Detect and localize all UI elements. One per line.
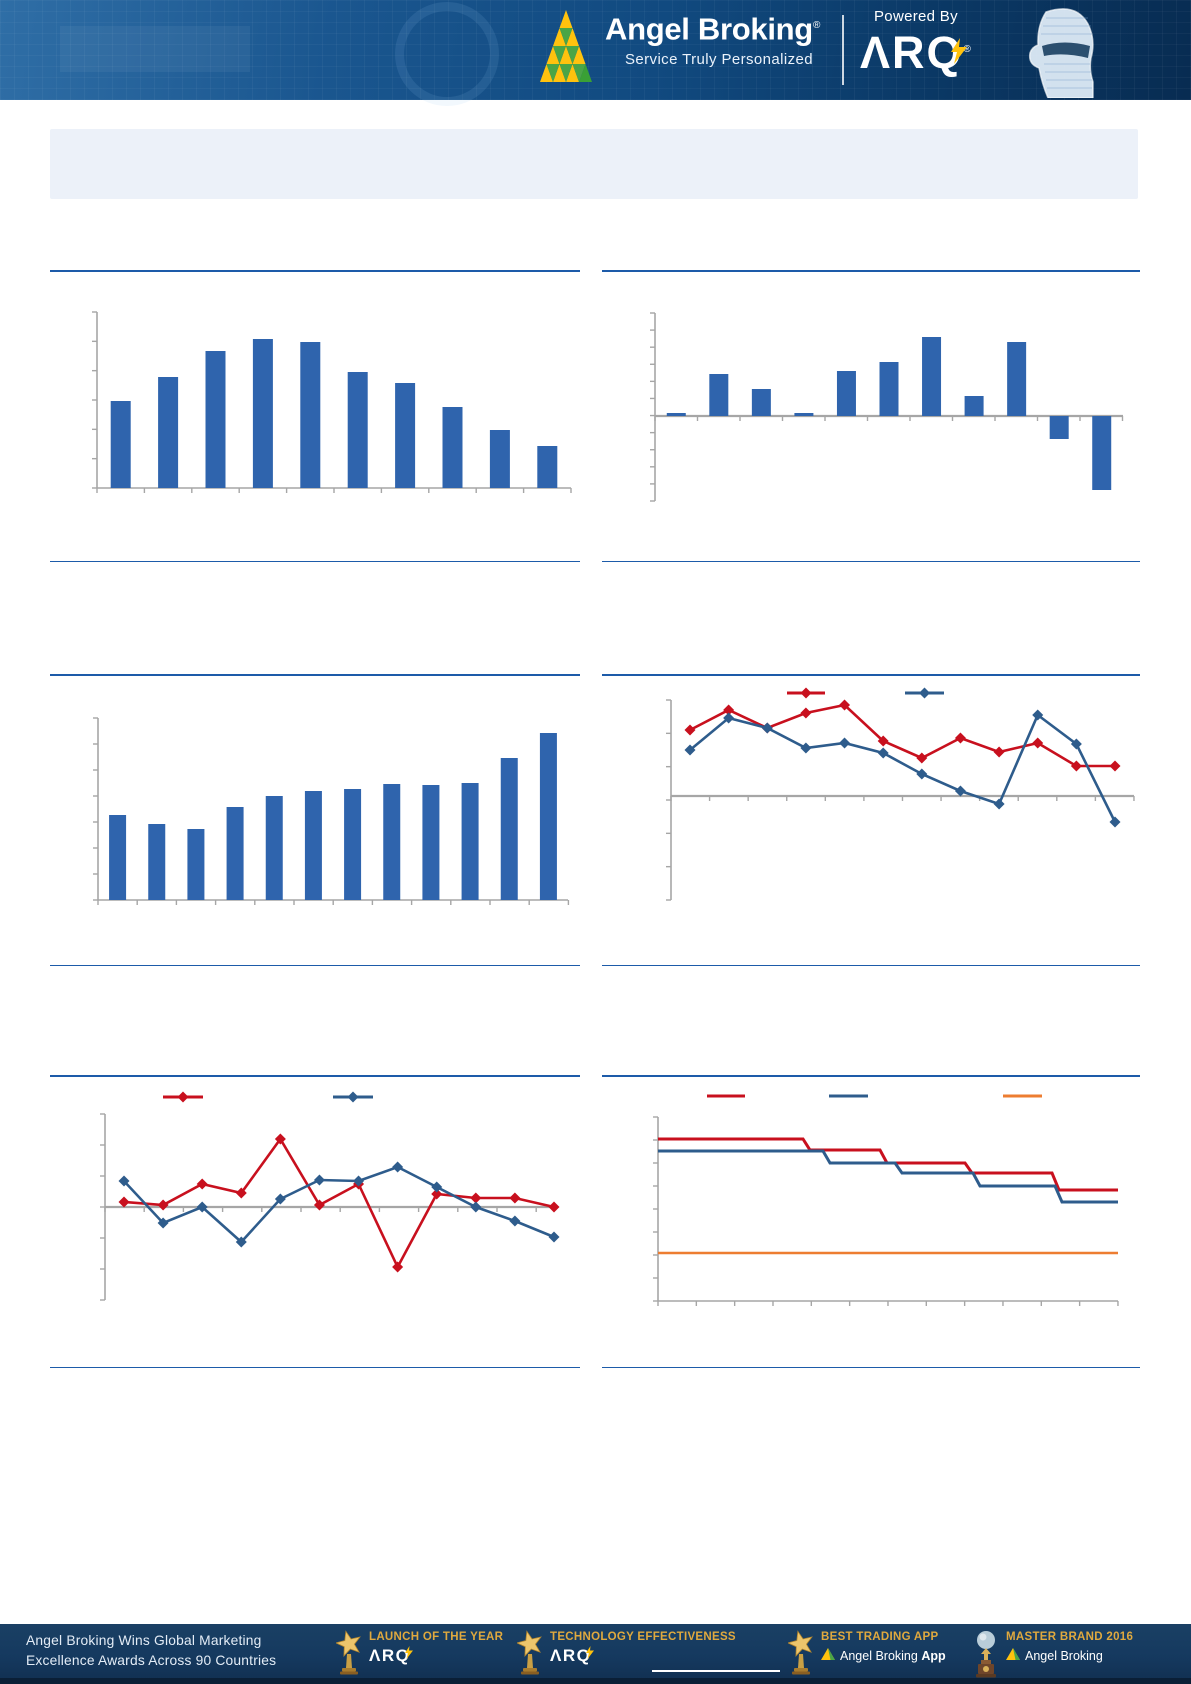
angel-broking-logo-icon xyxy=(538,8,594,89)
powered-by-arq-logo: Powered By ΛRQ® xyxy=(860,8,973,78)
section-rule-bottom xyxy=(602,965,1140,966)
footer-bottom-strip xyxy=(0,1678,1191,1684)
star-trophy-icon xyxy=(515,1630,543,1681)
chart-line-bottom-left xyxy=(100,1091,560,1301)
angel-broking-brand: Angel Broking® Service Truly Personalize… xyxy=(538,8,833,89)
award-badge-launch-of-the-year: LAUNCH OF THE YEAR ΛRQ xyxy=(334,1630,503,1681)
award-badge-master-brand-2016: MASTER BRAND 2016 Angel Broking xyxy=(973,1630,1133,1683)
header-circuit-ring-decoration xyxy=(395,2,499,106)
section-rule-bottom xyxy=(602,1367,1140,1368)
star-trophy-icon xyxy=(786,1630,814,1681)
arq-lightning-icon xyxy=(950,24,967,74)
chart-bar-top-right xyxy=(650,312,1124,502)
robot-head-graphic xyxy=(1012,2,1104,103)
section-rule-top xyxy=(602,270,1140,272)
star-trophy-icon xyxy=(334,1630,362,1681)
globe-trophy-icon xyxy=(973,1630,999,1683)
footer-headline: Angel Broking Wins Global Marketing Exce… xyxy=(26,1633,277,1668)
page-header: Angel Broking® Service Truly Personalize… xyxy=(0,0,1191,106)
section-rule-top xyxy=(602,674,1140,676)
header-circuit-block-decoration xyxy=(60,26,250,72)
chart-bar-mid-left xyxy=(93,717,570,905)
brand-name: Angel Broking® xyxy=(605,11,821,47)
page-footer: Angel Broking Wins Global Marketing Exce… xyxy=(0,1624,1191,1684)
angel-broking-mini-logo-icon xyxy=(821,1648,835,1663)
footer-separator-line xyxy=(652,1670,780,1672)
award-badge-technology-effectiveness: TECHNOLOGY EFFECTIVENESS ΛRQ xyxy=(515,1630,736,1681)
chart-bar-top-left xyxy=(92,311,572,493)
section-rule-top xyxy=(602,1075,1140,1077)
chart-line-mid-right xyxy=(666,687,1135,901)
section-rule-bottom xyxy=(602,561,1140,562)
brand-tagline: Service Truly Personalized xyxy=(625,51,813,69)
powered-by-label: Powered By xyxy=(874,8,958,25)
title-placeholder-box xyxy=(50,129,1138,199)
arq-lightning-icon xyxy=(586,1644,595,1663)
section-rule-top xyxy=(50,270,580,272)
award-badge-best-trading-app: BEST TRADING APP Angel Broking App xyxy=(786,1630,946,1681)
angel-broking-mini-logo-icon xyxy=(1006,1648,1020,1663)
section-rule-top xyxy=(50,1075,580,1077)
section-rule-top xyxy=(50,674,580,676)
section-rule-bottom xyxy=(50,561,580,562)
section-rule-bottom xyxy=(50,1367,580,1368)
header-divider-line xyxy=(842,15,844,85)
arq-lightning-icon xyxy=(405,1644,414,1663)
section-rule-bottom xyxy=(50,965,580,966)
chart-step-bottom-right xyxy=(653,1094,1119,1306)
registered-mark: ® xyxy=(812,20,821,31)
arq-logo: ΛRQ® xyxy=(860,25,973,78)
